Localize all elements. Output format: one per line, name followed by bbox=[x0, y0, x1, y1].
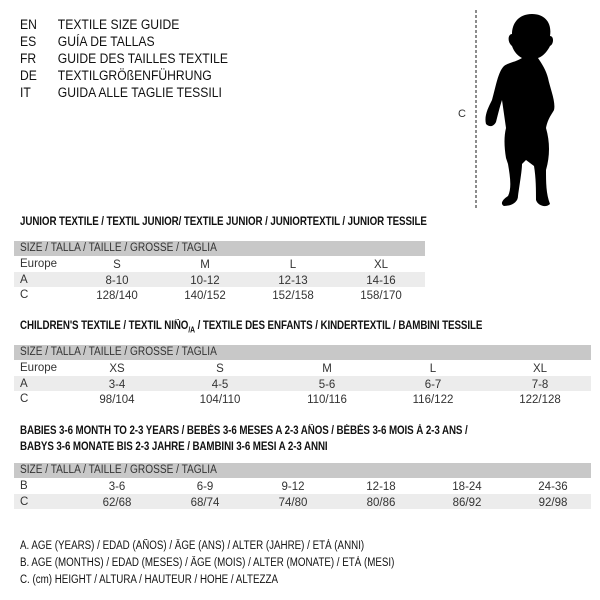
table-row: C 98/104 104/110 110/116 116/122 122/128 bbox=[14, 391, 591, 407]
table-cell: 8-10 bbox=[105, 274, 129, 287]
row-label: C bbox=[20, 495, 29, 508]
lang-text: GUIDE DES TAILLES TEXTILE bbox=[57, 51, 228, 66]
table-cell: 62/68 bbox=[102, 496, 132, 509]
table-cell: 7-8 bbox=[531, 378, 549, 391]
lang-code: IT bbox=[20, 85, 31, 100]
table-cell: 6-7 bbox=[424, 378, 442, 391]
lang-text: TEXTILGRÖßENFÜHRUNG bbox=[57, 68, 212, 83]
lang-en: EN TEXTILE SIZE GUIDE bbox=[20, 16, 179, 33]
lang-text: TEXTILE SIZE GUIDE bbox=[57, 17, 180, 32]
legend-c: C. (cm) HEIGHT / ALTURA / HAUTEUR / HÖHE… bbox=[20, 574, 278, 586]
lang-code: EN bbox=[20, 17, 37, 32]
row-label: Europe bbox=[20, 362, 58, 374]
lang-text: GUÍA DE TALLAS bbox=[57, 34, 155, 49]
junior-size-table: SIZE / TALLA / TAILLE / GRÖSSE / TAGLIA … bbox=[14, 241, 425, 303]
table-cell: 104/110 bbox=[199, 394, 241, 406]
row-label: A bbox=[20, 377, 28, 390]
header-label: SIZE / TALLA / TAILLE / GRÖSSE / TAGLIA bbox=[20, 242, 217, 254]
babies-size-table: SIZE / TALLA / TAILLE / GRÖSSE / TAGLIA … bbox=[14, 463, 591, 509]
children-size-table: SIZE / TALLA / TAILLE / GRÖSSE / TAGLIA … bbox=[14, 345, 591, 407]
lang-fr: FR GUIDE DES TAILLES TEXTILE bbox=[20, 50, 228, 67]
lang-code: FR bbox=[20, 51, 37, 66]
title-main: CHILDREN'S TEXTILE / TEXTIL NIÑO bbox=[20, 320, 189, 332]
table-cell: 10-12 bbox=[190, 274, 220, 287]
junior-section-title: JUNIOR TEXTILE / TEXTIL JUNIOR/ TEXTILE … bbox=[20, 216, 427, 228]
lang-es: ES GUÍA DE TALLAS bbox=[20, 33, 155, 50]
table-row: C 128/140 140/152 152/158 158/170 bbox=[14, 287, 425, 303]
table-cell: S bbox=[113, 259, 121, 271]
row-label: A bbox=[20, 273, 28, 286]
table-cell: M bbox=[200, 259, 210, 271]
table-header: SIZE / TALLA / TAILLE / GRÖSSE / TAGLIA bbox=[14, 241, 425, 256]
header-label: SIZE / TALLA / TAILLE / GRÖSSE / TAGLIA bbox=[20, 346, 217, 358]
table-cell: 4-5 bbox=[211, 378, 229, 391]
table-cell: 110/116 bbox=[307, 394, 347, 406]
row-label: C bbox=[20, 393, 29, 405]
lang-code: DE bbox=[20, 68, 37, 83]
table-header: SIZE / TALLA / TAILLE / GRÖSSE / TAGLIA bbox=[14, 463, 591, 478]
table-cell: 92/98 bbox=[538, 496, 568, 509]
row-label: B bbox=[20, 480, 28, 492]
table-cell: 3-4 bbox=[108, 378, 126, 391]
children-section-title: CHILDREN'S TEXTILE / TEXTIL NIÑO/A / TEX… bbox=[20, 320, 482, 334]
table-row: A 8-10 10-12 12-13 14-16 bbox=[14, 271, 425, 287]
table-cell: 68/74 bbox=[190, 496, 220, 509]
row-label: C bbox=[20, 289, 29, 301]
table-cell: 12-18 bbox=[366, 481, 396, 493]
table-cell: XL bbox=[373, 259, 389, 271]
lang-text: GUIDA ALLE TAGLIE TESSILI bbox=[57, 85, 222, 100]
child-silhouette-shape bbox=[485, 14, 555, 207]
table-header: SIZE / TALLA / TAILLE / GRÖSSE / TAGLIA bbox=[14, 345, 591, 360]
table-cell: XL bbox=[532, 363, 548, 375]
header-label: SIZE / TALLA / TAILLE / GRÖSSE / TAGLIA bbox=[20, 464, 217, 476]
table-row: B 3-6 6-9 9-12 12-18 18-24 24-36 bbox=[14, 478, 591, 494]
babies-section-title-line1: BABIES 3-6 MONTH TO 2-3 YEARS / BEBÉS 3-… bbox=[20, 425, 468, 437]
table-cell: L bbox=[429, 363, 437, 375]
babies-section-title-line2: BABYS 3-6 MONATE BIS 2-3 JAHRE / BAMBINI… bbox=[20, 441, 328, 453]
table-cell: 5-6 bbox=[318, 378, 336, 391]
table-cell: 74/80 bbox=[278, 496, 308, 509]
row-label: Europe bbox=[20, 258, 58, 270]
table-cell: 86/92 bbox=[452, 496, 482, 509]
table-cell: 158/170 bbox=[360, 290, 402, 302]
table-cell: 140/152 bbox=[184, 290, 226, 302]
table-cell: 122/128 bbox=[519, 394, 561, 406]
table-cell: 18-24 bbox=[452, 481, 482, 493]
table-cell: 9-12 bbox=[281, 481, 305, 493]
table-cell: 6-9 bbox=[196, 481, 214, 493]
table-row: Europe XS S M L XL bbox=[14, 360, 591, 376]
table-cell: 152/158 bbox=[272, 290, 314, 302]
lang-it: IT GUIDA ALLE TAGLIE TESSILI bbox=[20, 84, 222, 101]
table-cell: 14-16 bbox=[366, 274, 396, 287]
table-cell: 3-6 bbox=[108, 481, 126, 493]
lang-code: ES bbox=[20, 34, 37, 49]
child-silhouette-icon bbox=[475, 10, 555, 208]
height-measure-label: C bbox=[458, 108, 466, 120]
table-cell: 98/104 bbox=[99, 394, 135, 406]
table-row: C 62/68 68/74 74/80 80/86 86/92 92/98 bbox=[14, 493, 591, 509]
title-rest: / TEXTILE DES ENFANTS / KINDERTEXTIL / B… bbox=[194, 320, 483, 332]
table-cell: S bbox=[216, 363, 224, 375]
table-cell: 12-13 bbox=[278, 274, 308, 287]
table-cell: L bbox=[289, 259, 297, 271]
table-row: A 3-4 4-5 5-6 6-7 7-8 bbox=[14, 375, 591, 391]
table-cell: 24-36 bbox=[538, 481, 568, 493]
table-row: Europe S M L XL bbox=[14, 256, 425, 272]
table-cell: 116/122 bbox=[412, 394, 454, 406]
title-sub: /A bbox=[188, 325, 195, 335]
table-cell: M bbox=[322, 363, 332, 375]
table-cell: 80/86 bbox=[366, 496, 396, 509]
legend-a: A. AGE (YEARS) / EDAD (AÑOS) / ÂGE (ANS)… bbox=[20, 540, 365, 552]
lang-de: DE TEXTILGRÖßENFÜHRUNG bbox=[20, 67, 212, 84]
table-cell: 128/140 bbox=[96, 290, 138, 302]
table-cell: XS bbox=[109, 363, 125, 375]
legend-b: B. AGE (MONTHS) / EDAD (MESES) / ÂGE (MO… bbox=[20, 557, 395, 569]
